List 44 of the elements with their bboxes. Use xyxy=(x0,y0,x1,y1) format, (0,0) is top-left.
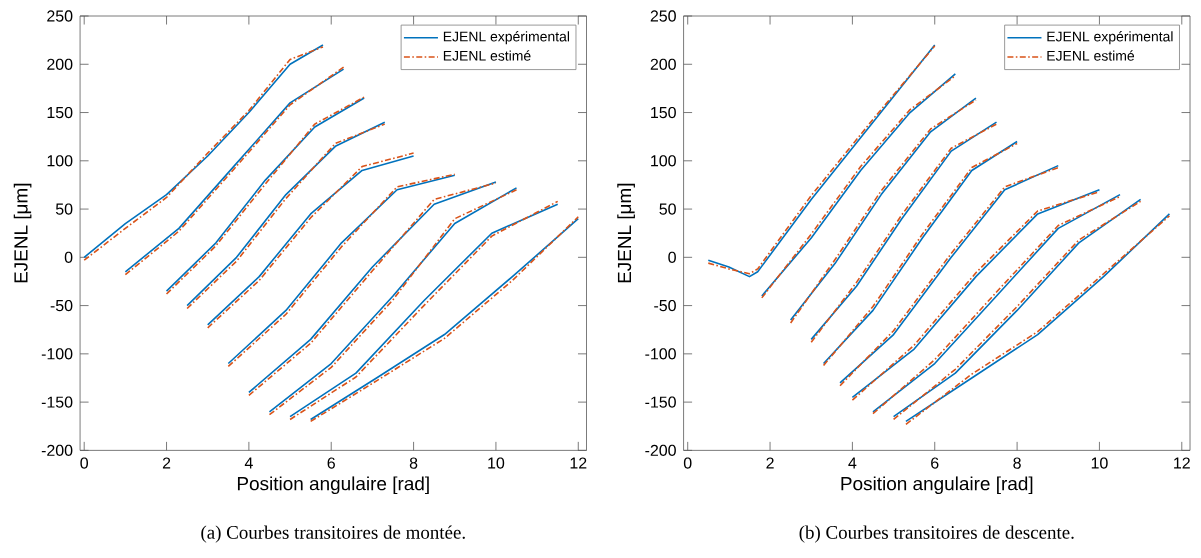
y-tick-label: -150 xyxy=(645,396,676,408)
y-tick-label: -100 xyxy=(41,347,73,360)
y-tick-label: 0 xyxy=(64,251,73,263)
y-axis-title: EJENL [μm] xyxy=(617,183,635,283)
x-tick-label: 10 xyxy=(1091,457,1108,469)
x-tick-label: 4 xyxy=(244,457,253,469)
y-tick-label: 0 xyxy=(668,251,676,263)
y-tick-label: 200 xyxy=(47,58,73,70)
y-tick-label: -50 xyxy=(654,299,676,311)
y-tick-label: -100 xyxy=(645,347,676,360)
text: (a) Courbes transitoires de montée. xyxy=(201,525,465,543)
x-tick-label: 12 xyxy=(570,457,587,469)
x-tick-label: 6 xyxy=(327,457,335,469)
x-tick-label: 2 xyxy=(162,457,171,469)
legend-label: EJENL estimé xyxy=(443,50,531,61)
x-tick-label: 6 xyxy=(931,457,939,469)
y-tick-label: 250 xyxy=(650,10,676,22)
y-tick-label: -200 xyxy=(645,444,676,456)
y-tick-label: 150 xyxy=(47,106,73,118)
legend-label: EJENL expérimental xyxy=(443,30,570,45)
legend-label: EJENL estimé xyxy=(1047,50,1135,61)
y-axis-title: EJENL [μm] xyxy=(13,183,32,283)
x-tick-label: 0 xyxy=(683,457,692,469)
y-tick-label: 100 xyxy=(47,154,73,167)
y-tick-label: 250 xyxy=(47,10,73,22)
y-tick-label: 100 xyxy=(651,154,676,167)
y-tick-label: 50 xyxy=(55,203,73,215)
y-tick-label: 200 xyxy=(650,58,676,70)
y-tick-label: -150 xyxy=(41,396,73,408)
text: (b) Courbes transitoires de descente. xyxy=(799,525,1074,543)
y-tick-label: 50 xyxy=(659,203,676,215)
x-tick-label: 8 xyxy=(409,457,418,469)
x-tick-label: 10 xyxy=(488,457,505,469)
y-tick-label: -200 xyxy=(41,444,73,456)
x-tick-label: 0 xyxy=(80,457,89,469)
y-tick-label: 150 xyxy=(651,106,676,118)
x-tick-label: 12 xyxy=(1174,457,1190,469)
x-axis-title: Position angulaire [rad] xyxy=(237,476,429,494)
x-tick-label: 8 xyxy=(1013,457,1021,469)
x-tick-label: 4 xyxy=(848,457,857,469)
legend-label: EJENL expérimental xyxy=(1047,30,1173,45)
x-axis-title: Position angulaire [rad] xyxy=(841,476,1033,494)
y-tick-label: -50 xyxy=(50,299,73,311)
x-tick-label: 2 xyxy=(766,457,774,469)
